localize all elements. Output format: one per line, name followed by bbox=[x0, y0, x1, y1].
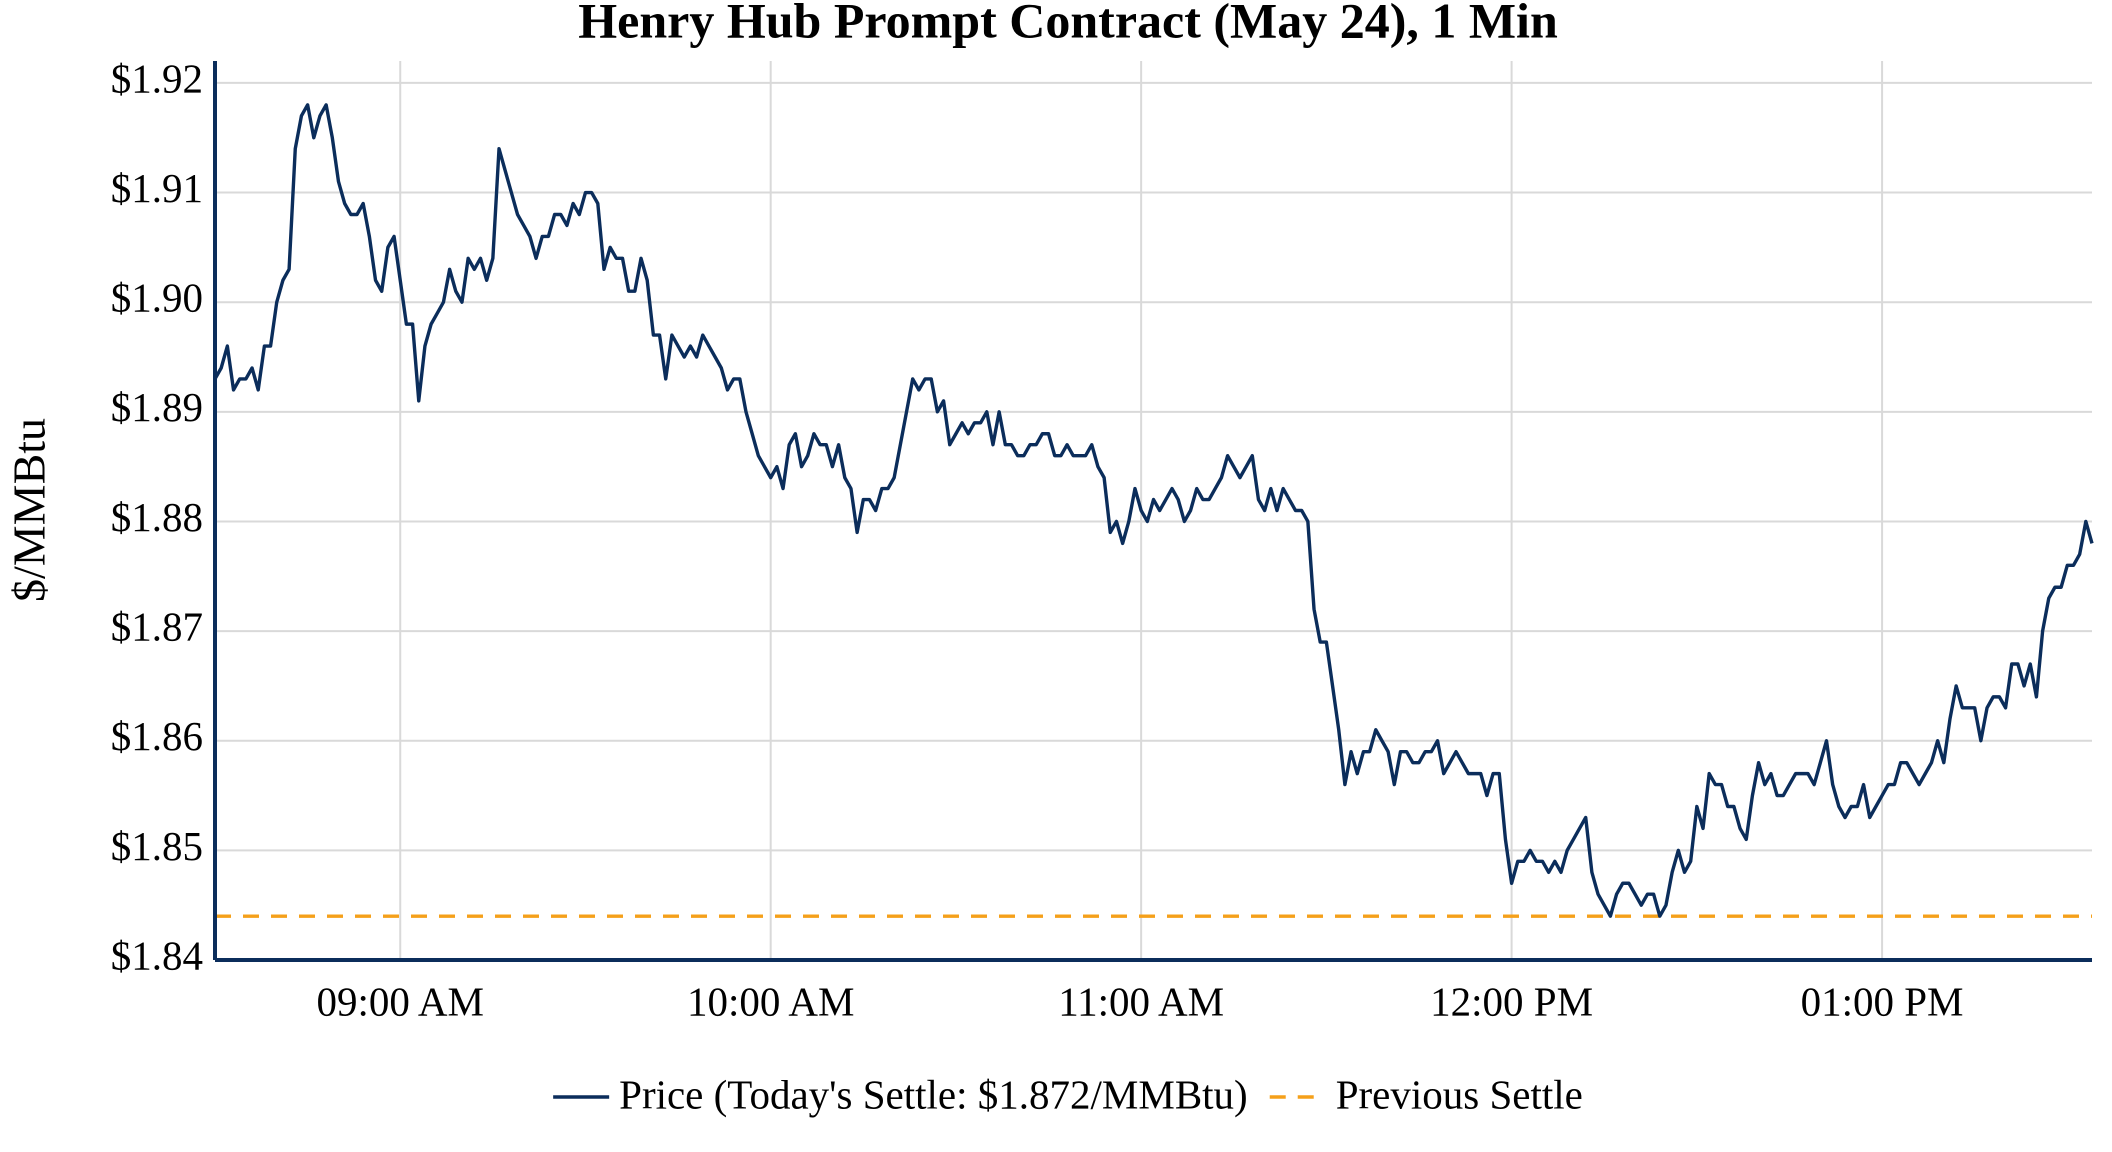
y-tick-label: $1.92 bbox=[111, 55, 203, 101]
x-tick-label: 09:00 AM bbox=[317, 978, 484, 1024]
y-tick-label: $1.85 bbox=[111, 823, 203, 869]
price-line bbox=[213, 103, 2094, 918]
y-tick-label: $1.91 bbox=[111, 165, 203, 211]
y-tick-label: $1.89 bbox=[111, 384, 203, 430]
x-tick-label: 10:00 AM bbox=[687, 978, 854, 1024]
x-tick-label: 11:00 AM bbox=[1058, 978, 1224, 1024]
y-tick-label: $1.90 bbox=[111, 275, 203, 321]
legend-label: Price (Today's Settle: $1.872/MMBtu) bbox=[619, 1071, 1248, 1117]
y-tick-label: $1.86 bbox=[111, 713, 203, 759]
y-tick-label: $1.84 bbox=[111, 932, 203, 978]
y-tick-label: $1.88 bbox=[111, 494, 203, 540]
legend-label: Previous Settle bbox=[1336, 1071, 1583, 1117]
y-tick-label: $1.87 bbox=[111, 604, 203, 650]
x-tick-label: 01:00 PM bbox=[1801, 978, 1964, 1024]
x-tick-label: 12:00 PM bbox=[1430, 978, 1593, 1024]
chart-title: Henry Hub Prompt Contract (May 24), 1 Mi… bbox=[578, 0, 1558, 48]
y-axis-label: $/MMBtu bbox=[4, 418, 55, 602]
